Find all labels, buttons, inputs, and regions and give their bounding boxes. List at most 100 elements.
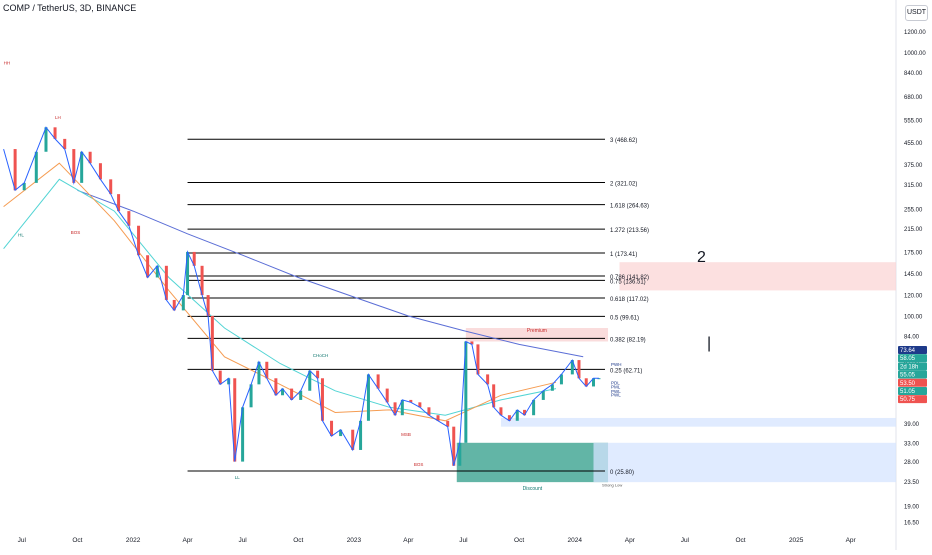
y-tick-label: 39.00 — [904, 422, 920, 428]
y-tick-label: 375.00 — [904, 163, 923, 169]
candle — [476, 344, 480, 375]
x-tick-label: Oct — [72, 537, 82, 544]
candle — [308, 370, 312, 391]
y-tick-label: 19.00 — [904, 504, 920, 510]
candle — [436, 415, 440, 421]
y-tick-label: 28.00 — [904, 460, 920, 466]
currency-button[interactable]: USDT — [905, 5, 928, 21]
candle — [570, 360, 574, 375]
annotation-bar: | — [707, 335, 711, 352]
candle — [181, 295, 185, 311]
strong-low-label: Strong Low — [602, 483, 622, 488]
candle — [233, 378, 237, 462]
candle — [584, 378, 588, 387]
candle — [299, 390, 303, 400]
y-tick-label: 16.50 — [904, 521, 920, 527]
candle — [400, 399, 404, 416]
candle — [532, 399, 536, 416]
x-tick-label: Apr — [846, 537, 857, 544]
level-label: PML — [611, 385, 621, 390]
candle — [446, 420, 450, 427]
fib-label-1.618: 1.618 (264.63) — [610, 204, 649, 210]
zone-label: Premium — [527, 328, 547, 334]
x-tick-label: Jul — [681, 537, 690, 544]
x-tick-label: Jul — [18, 537, 27, 544]
price-tag-bg — [898, 386, 927, 395]
x-tick-label: 2025 — [789, 537, 804, 544]
candle — [22, 182, 26, 191]
zone-2 — [619, 262, 896, 291]
swing-label: HL — [18, 233, 24, 238]
candle — [88, 151, 92, 164]
candle — [265, 361, 269, 379]
candle — [592, 378, 596, 387]
candle — [418, 402, 422, 408]
candle — [218, 370, 222, 385]
fib-label-0.618: 0.618 (117.02) — [610, 297, 649, 303]
x-tick-label: Jul — [459, 537, 468, 544]
x-tick-label: Apr — [625, 537, 636, 544]
candle — [316, 370, 320, 379]
fib-label-2: 2 (321.02) — [610, 182, 637, 188]
candle — [146, 255, 150, 278]
price-tag-bg — [898, 370, 927, 379]
choch-label: CHoCH — [313, 353, 329, 358]
x-tick-label: Jul — [238, 537, 247, 544]
candle — [523, 409, 527, 416]
ma-long — [77, 189, 584, 358]
candle — [385, 388, 389, 403]
y-tick-label: 84.00 — [904, 334, 920, 340]
candle — [359, 420, 363, 450]
fib-label-0.786: 0.786 (141.82) — [610, 275, 649, 281]
price-tag-label: 55.05 — [900, 373, 916, 379]
x-tick-label: Oct — [514, 537, 524, 544]
zone-1 — [456, 442, 609, 483]
candle — [330, 420, 334, 437]
price-tag-bg — [898, 345, 927, 354]
candle — [507, 415, 511, 421]
y-tick-label: 100.00 — [904, 314, 923, 320]
x-tick-label: 2023 — [347, 537, 362, 544]
candle — [427, 407, 431, 416]
swing-label: HH — [4, 61, 11, 66]
zone-3 — [593, 442, 896, 483]
ma-short — [3, 162, 557, 422]
candle — [117, 194, 121, 212]
candle — [109, 179, 113, 195]
candle — [320, 378, 324, 421]
candle — [172, 299, 176, 311]
candle — [13, 149, 17, 191]
candle — [559, 374, 563, 385]
candle — [72, 149, 76, 183]
bos-label: BOS — [71, 230, 81, 235]
candle — [351, 429, 355, 450]
fib-label-0.5: 0.5 (99.61) — [610, 315, 639, 321]
y-tick-label: 555.00 — [904, 118, 923, 124]
candle — [452, 426, 456, 466]
candle — [458, 442, 462, 466]
candle — [409, 399, 413, 403]
annotation-2: 2 — [697, 249, 706, 266]
candle — [164, 265, 168, 300]
candle — [499, 407, 503, 416]
swing-label: LH — [55, 115, 61, 120]
candle — [492, 384, 496, 408]
y-tick-label: 120.00 — [904, 294, 923, 300]
candle — [192, 251, 196, 266]
y-tick-label: 145.00 — [904, 272, 923, 278]
candle — [34, 151, 38, 183]
candle — [80, 151, 84, 183]
y-tick-label: 1200.00 — [904, 30, 926, 36]
y-tick-label: 315.00 — [904, 183, 923, 189]
x-tick-label: 2024 — [568, 537, 583, 544]
candle — [186, 251, 190, 296]
candle — [290, 388, 294, 400]
level-label: PWL — [611, 389, 621, 394]
candle — [376, 374, 380, 389]
level-label: PDL — [611, 380, 620, 385]
x-tick-label: Oct — [293, 537, 303, 544]
fib-label-0: 0 (25.80) — [610, 470, 634, 476]
price-tag-label: 73.64 — [900, 348, 916, 354]
